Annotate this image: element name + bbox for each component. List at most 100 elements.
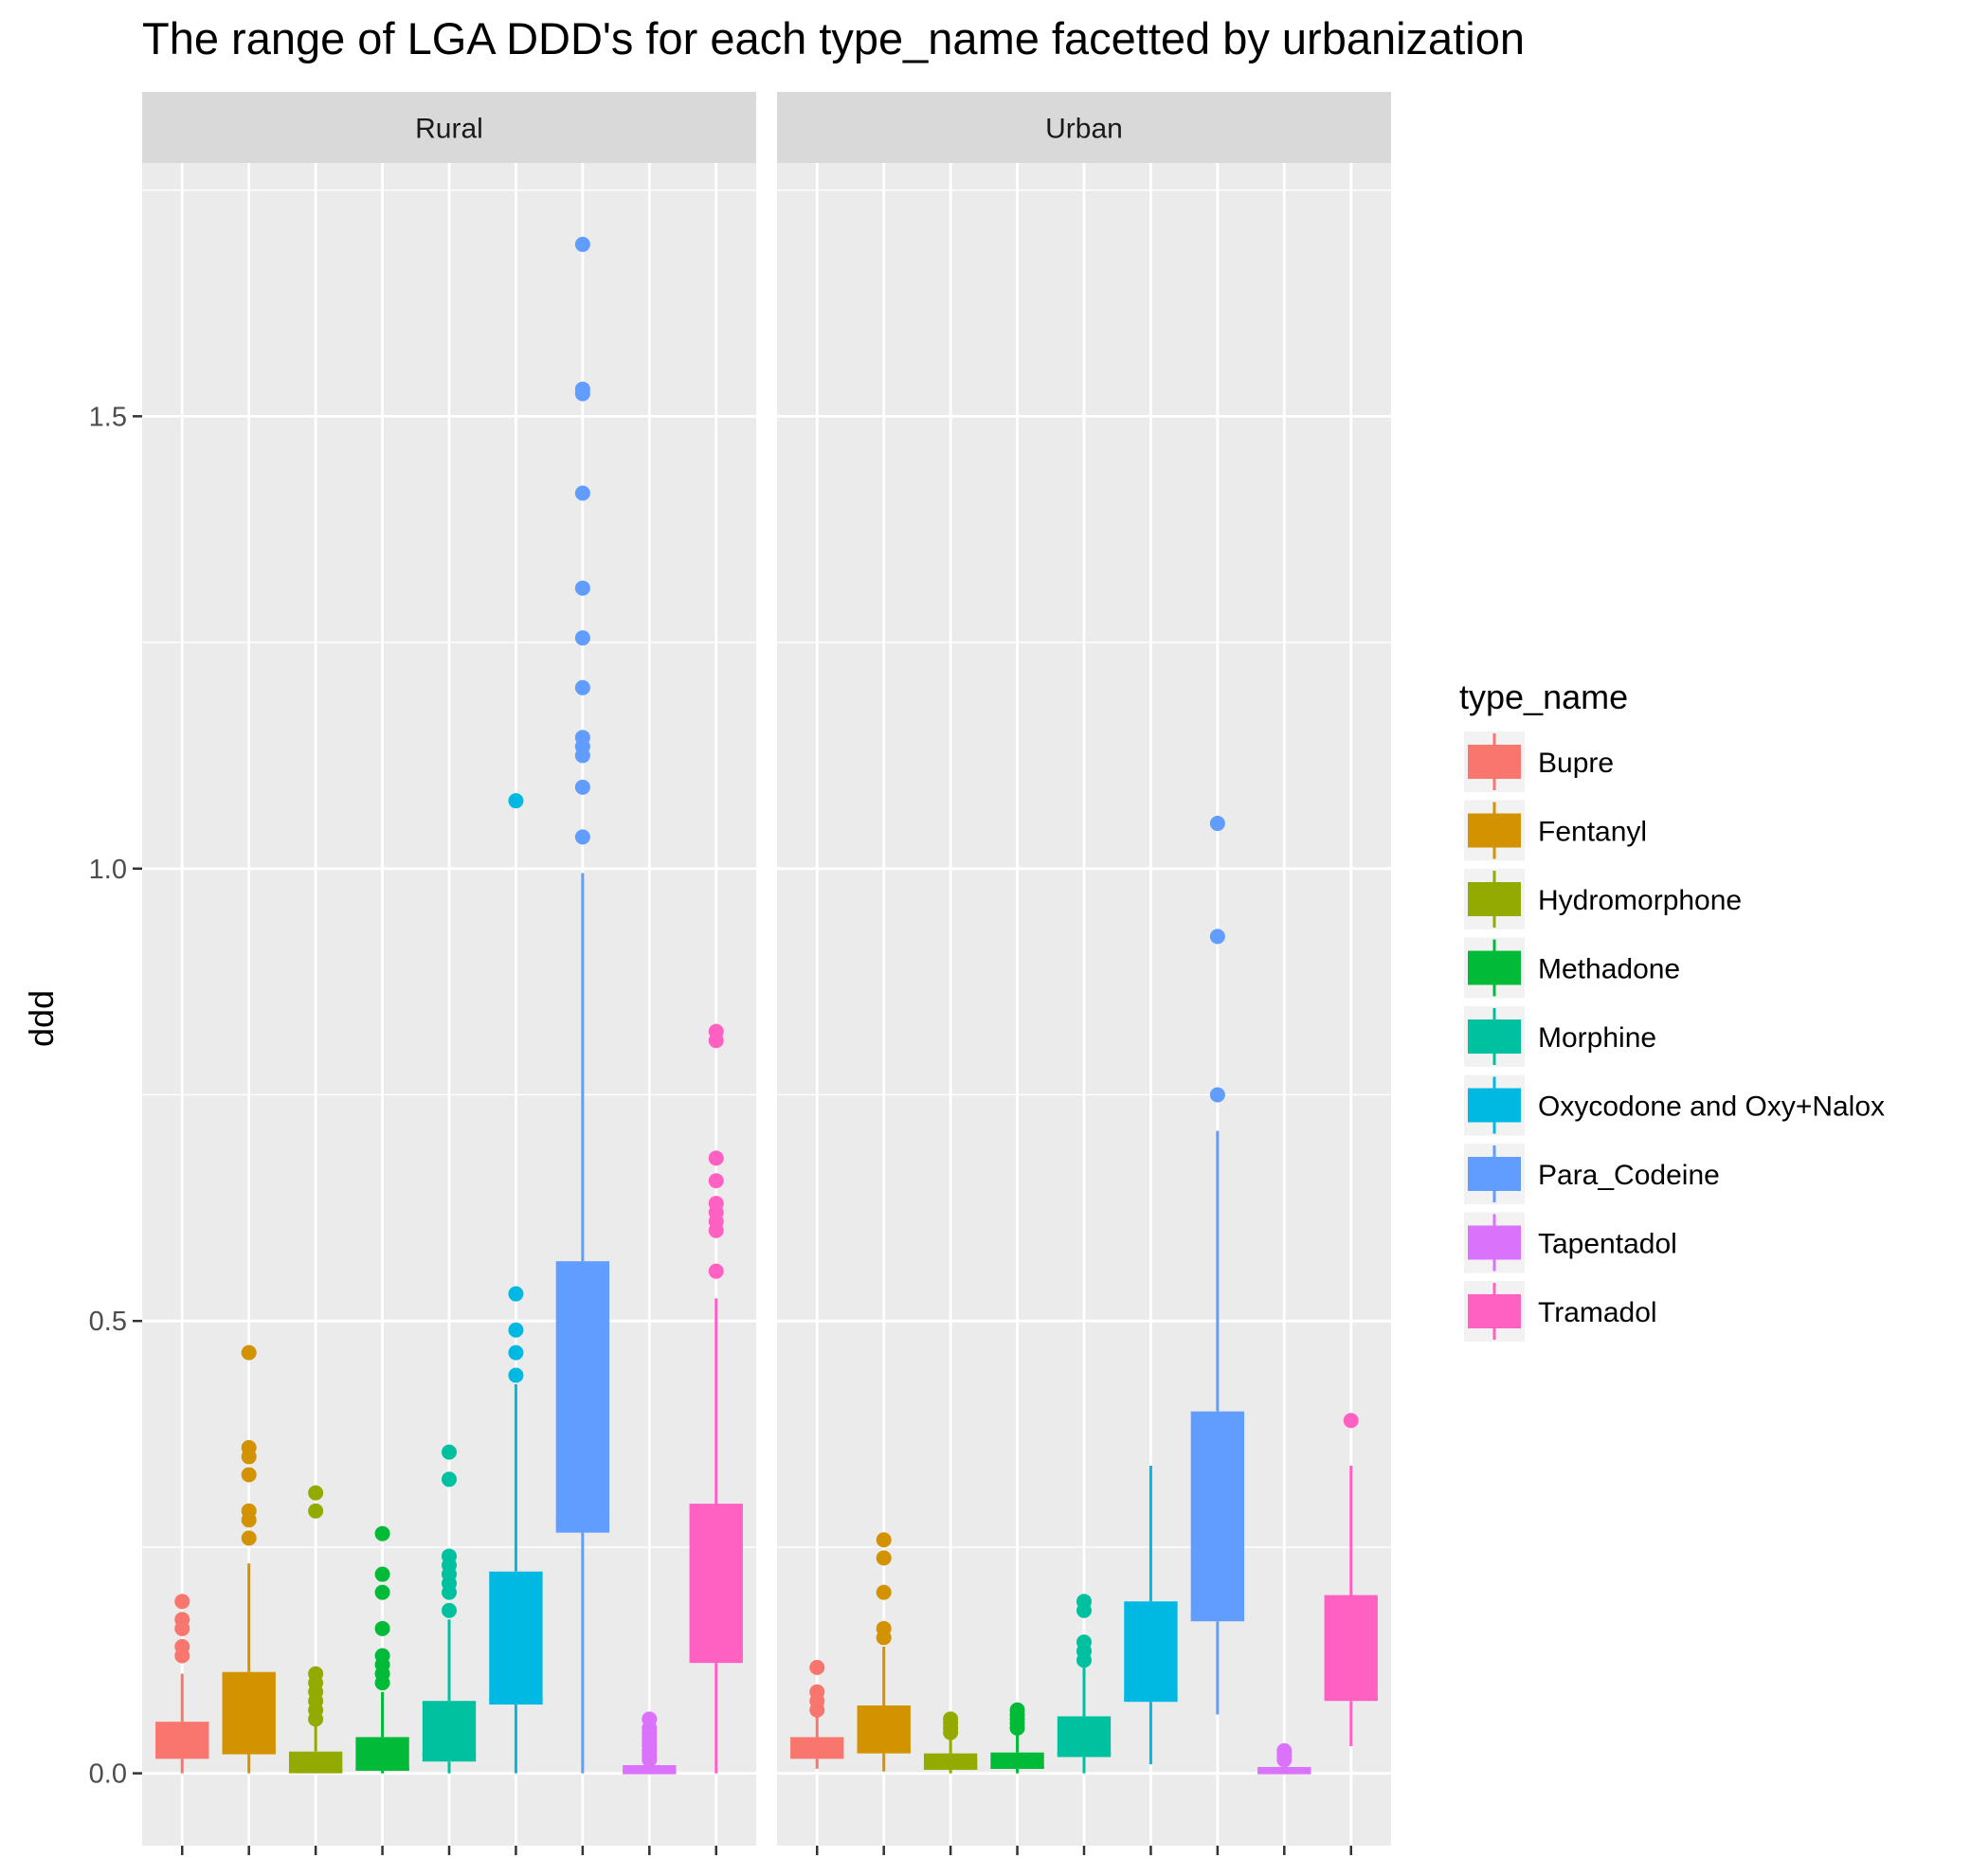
y-tick-label: 1.5 (89, 402, 127, 432)
legend-item-methadone: Methadone (1464, 937, 1680, 999)
legend-title: type_name (1459, 677, 1628, 716)
legend-item-oxycodone-and-oxy-nalox: Oxycodone and Oxy+Nalox (1464, 1074, 1885, 1136)
outlier-point (508, 1367, 524, 1383)
legend-label: Bupre (1538, 748, 1614, 779)
outlier-point (809, 1684, 825, 1700)
outlier-point (374, 1566, 390, 1582)
box-body (155, 1722, 209, 1759)
facet-panel-urban: Urban (777, 92, 1391, 1855)
box-hydromorphone (288, 1485, 343, 1774)
outlier-point (442, 1602, 457, 1618)
outlier-point (1209, 929, 1225, 945)
outlier-point (1009, 1702, 1025, 1718)
box-morphine (422, 1444, 477, 1774)
outlier-point (574, 829, 590, 845)
outlier-point (1276, 1742, 1293, 1759)
outlier-point (876, 1620, 892, 1636)
box-body (689, 1504, 743, 1664)
outlier-point (1076, 1634, 1092, 1651)
box-body (489, 1571, 543, 1705)
facet-strip (142, 92, 756, 163)
outlier-point (574, 679, 590, 695)
outlier-point (442, 1471, 457, 1488)
box-para-codeine (1190, 816, 1245, 1715)
outlier-point (374, 1525, 390, 1542)
outlier-point (708, 1196, 724, 1212)
outlier-point (308, 1666, 324, 1682)
box-body (990, 1752, 1044, 1769)
outlier-point (241, 1530, 257, 1546)
outlier-point (1343, 1413, 1359, 1429)
outlier-point (374, 1584, 390, 1600)
legend-label: Fentanyl (1538, 817, 1647, 848)
box-morphine (1057, 1594, 1112, 1774)
box-body (222, 1671, 276, 1755)
outlier-point (174, 1612, 190, 1628)
box-tapentadol (623, 1711, 677, 1775)
outlier-point (174, 1594, 190, 1610)
legend-key-swatch (1468, 813, 1521, 848)
outlier-point (442, 1444, 457, 1460)
y-tick-label: 1.0 (89, 855, 127, 885)
legend-label: Hydromorphone (1538, 885, 1742, 916)
legend-label: Oxycodone and Oxy+Nalox (1538, 1091, 1885, 1123)
box-body (1257, 1766, 1311, 1774)
legend-item-morphine: Morphine (1464, 1006, 1656, 1067)
chart-title: The range of LGA DDD's for each type_nam… (142, 13, 1525, 63)
outlier-point (708, 1023, 724, 1039)
outlier-point (508, 1322, 524, 1338)
outlier-point (574, 236, 590, 252)
legend-label: Tramadol (1538, 1297, 1657, 1328)
outlier-point (241, 1503, 257, 1519)
y-tick-label: 0.5 (89, 1307, 127, 1337)
y-tick-label: 0.0 (89, 1759, 127, 1790)
box-oxycodone-and-oxy-nalox (1124, 1465, 1178, 1765)
box-body (623, 1765, 677, 1774)
outlier-point (943, 1711, 959, 1727)
legend-key-swatch (1468, 1088, 1521, 1123)
legend-key-swatch (1468, 1019, 1521, 1054)
outlier-point (642, 1711, 658, 1727)
box-bupre (155, 1594, 209, 1774)
outlier-point (574, 630, 590, 646)
outlier-point (241, 1467, 257, 1483)
box-body (1057, 1716, 1112, 1758)
box-body (422, 1701, 477, 1762)
legend-key-swatch (1468, 1225, 1521, 1260)
outlier-point (308, 1503, 324, 1519)
facet-panel-rural: Rural 0.0 0.5 1.0 1.5 (89, 92, 756, 1855)
box-body (1124, 1601, 1178, 1703)
outlier-point (574, 485, 590, 501)
legend-item-fentanyl: Fentanyl (1464, 800, 1647, 861)
box-body (288, 1751, 343, 1774)
box-body (355, 1737, 409, 1771)
legend-key-swatch (1468, 1157, 1521, 1191)
box-fentanyl (857, 1532, 911, 1772)
legend: type_name Bupre Fentanyl Hydromorphone Metha… (1459, 677, 1885, 1342)
outlier-point (574, 381, 590, 397)
outlier-point (708, 1150, 724, 1166)
facet-panels: Rural 0.0 0.5 1.0 1.5 Urban (89, 92, 1391, 1855)
box-body (555, 1261, 610, 1533)
outlier-point (708, 1263, 724, 1279)
outlier-point (876, 1532, 892, 1548)
legend-key-swatch (1468, 950, 1521, 985)
outlier-point (508, 1286, 524, 1302)
legend-item-tapentadol: Tapentadol (1464, 1212, 1677, 1273)
outlier-point (1209, 1087, 1225, 1103)
legend-key-swatch (1468, 745, 1521, 779)
legend-key-swatch (1468, 1294, 1521, 1328)
outlier-point (442, 1548, 457, 1564)
outlier-point (809, 1659, 825, 1675)
box-methadone (355, 1525, 409, 1774)
box-body (1324, 1595, 1378, 1702)
box-para-codeine (555, 236, 610, 1774)
outlier-point (374, 1648, 390, 1664)
facet-strip-label: Rural (415, 114, 483, 145)
legend-key-swatch (1468, 882, 1521, 916)
box-body (857, 1705, 911, 1754)
legend-label: Para_Codeine (1538, 1160, 1720, 1191)
box-bupre (790, 1659, 844, 1769)
outlier-point (574, 779, 590, 795)
